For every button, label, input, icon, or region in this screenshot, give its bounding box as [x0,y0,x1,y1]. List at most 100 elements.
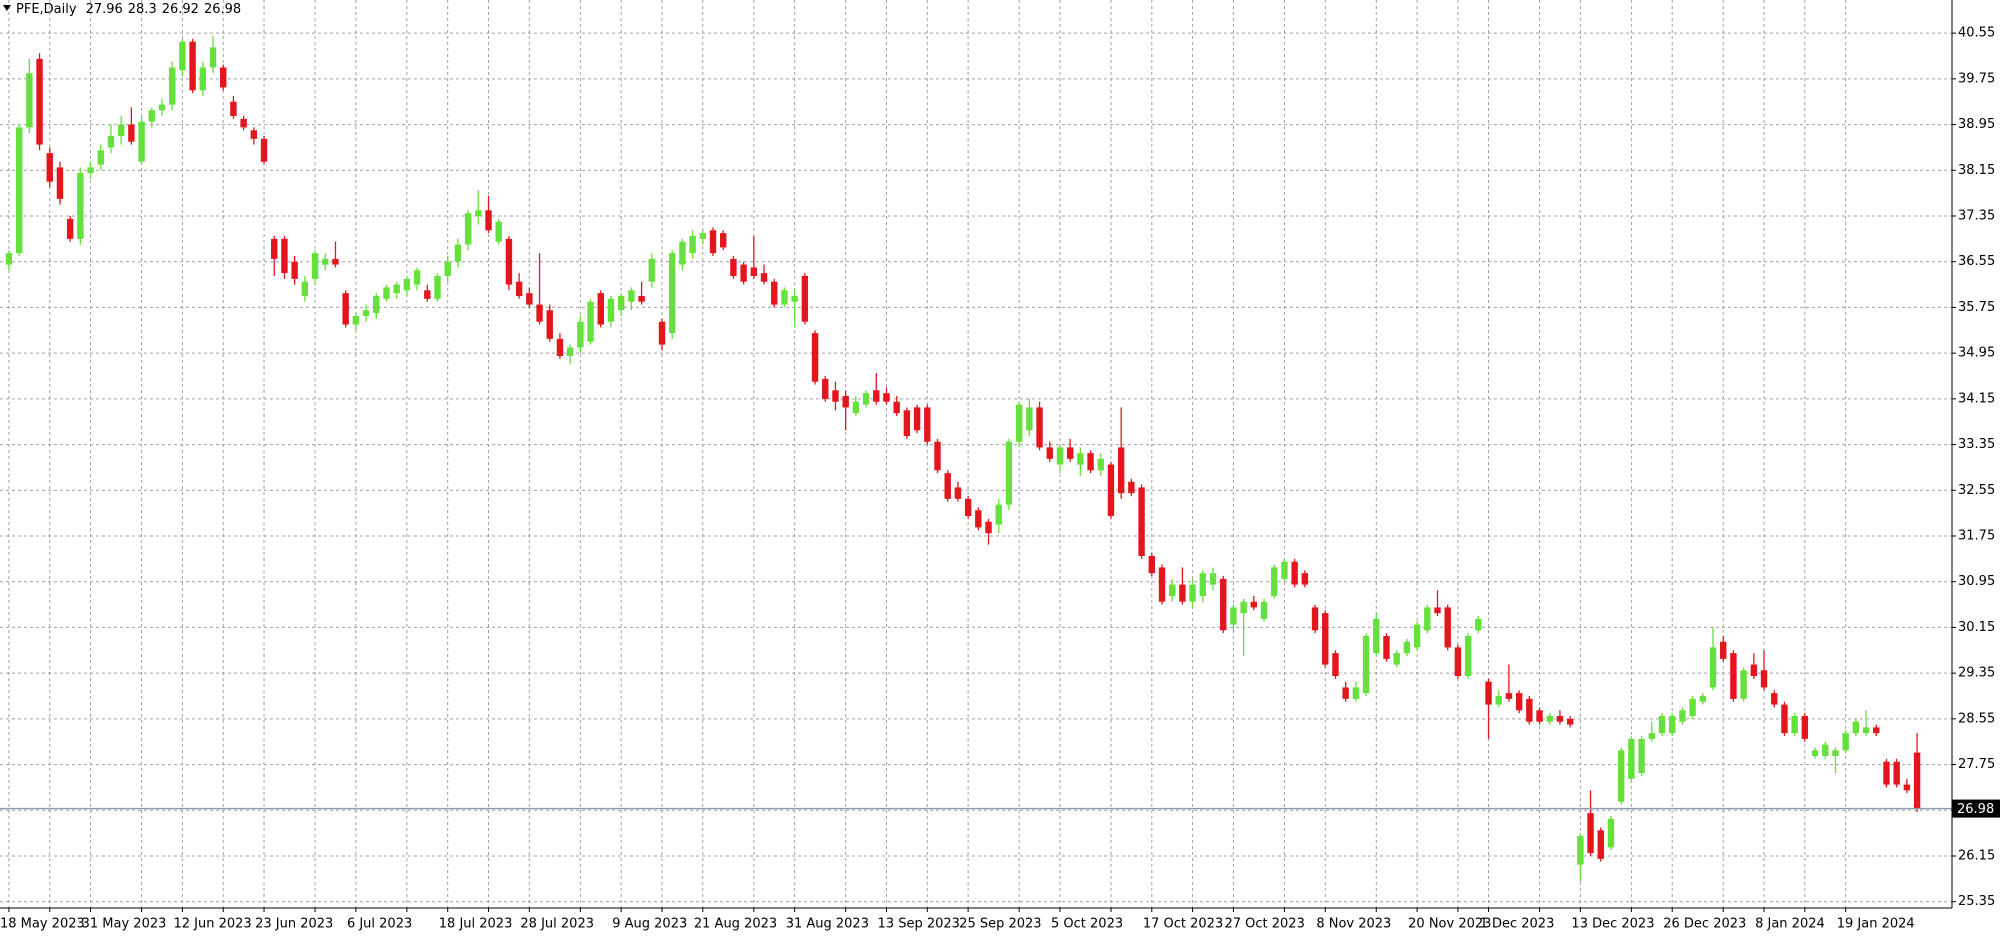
candle-body [617,296,625,311]
candle-body [944,473,951,499]
candle-body [1199,573,1207,596]
x-tick-label: 26 Dec 2023 [1663,917,1746,932]
x-tick-label: 9 Aug 2023 [612,917,687,932]
candle-body [1883,761,1890,785]
candle-body [1536,710,1543,722]
candle-body [750,267,758,276]
candle-body [515,281,523,296]
candle-body [628,290,635,302]
candle-body [954,487,962,499]
header-value: 28.3 [128,2,157,17]
candle-body [26,73,33,128]
y-tick-label: 38.95 [1958,117,1995,132]
candle-body [536,304,543,322]
candle-body [271,238,278,259]
candle-body [1852,721,1860,734]
candle-body [1322,613,1329,665]
header-value: 27.96 [86,2,123,17]
candle-body [1750,664,1758,676]
candle-body [1668,716,1676,734]
candle-body [760,273,768,282]
candle-body [709,230,717,254]
candle-body [720,233,727,248]
candle-body [1740,670,1747,699]
candle-body [1607,818,1615,848]
x-tick-label: 20 Nov 2023 [1408,917,1491,932]
candle-body [1658,716,1666,734]
candle-body [577,321,584,348]
candle-body [485,210,492,231]
x-tick-label: 28 Jul 2023 [520,917,594,932]
x-tick-label: 5 Oct 2023 [1051,917,1123,932]
candle-body [781,290,788,305]
candle-body [1036,407,1043,448]
candle-body [1913,752,1921,809]
candle-body [964,498,972,516]
y-tick-label: 28.55 [1958,711,1995,726]
x-tick-label: 1 Dec 2023 [1480,917,1555,932]
candle-body [1873,727,1880,734]
candle-body [260,138,268,162]
candle-body [1271,567,1278,596]
candle-body [281,238,288,274]
header: PFE,Daily 27.96 28.3 26.92 26.98 [16,2,241,17]
candle-body [475,210,482,216]
candle-body [1281,561,1288,579]
candle-body [658,321,666,345]
candle-body [56,167,64,199]
candle-body [1046,447,1053,459]
x-tick-label: 18 May 2023 [0,917,85,932]
candle-body [1760,670,1768,688]
candle-body [1475,618,1482,631]
candle-body [1505,693,1513,699]
candle-body [97,150,104,165]
candle-body [1107,464,1115,516]
header-arrow [3,5,11,11]
candle-body [230,101,237,116]
candle-body [1250,601,1258,608]
candle-body [1015,404,1023,442]
x-tick-label: 23 Jun 2023 [255,917,333,932]
candle-body [607,298,615,322]
candle-body [1862,727,1870,734]
candle-body [1689,698,1696,716]
x-tick-label: 21 Aug 2023 [694,917,777,932]
candle-body [250,130,258,139]
x-tick-label: 17 Oct 2023 [1143,917,1223,932]
candle-body [1597,830,1604,859]
candle-body [1546,716,1553,722]
candle-body [148,110,155,122]
candle-body [638,296,645,302]
x-tick-label: 13 Sep 2023 [878,917,960,932]
candle-body [454,244,462,262]
candle-body [1240,601,1247,614]
candle-body [668,253,676,334]
candle-body [1138,487,1145,556]
candle-body [699,233,707,239]
candle-body [495,221,502,242]
candle-body [393,284,400,294]
candle-body [1638,738,1645,774]
candle-body [1087,453,1094,471]
y-tick-label: 40.55 [1958,26,1995,41]
candle-body [842,396,849,408]
candle-body [413,270,421,285]
candle-body [1352,687,1360,699]
x-tick-label: 18 Jul 2023 [439,917,513,932]
candle-body [1117,447,1125,494]
candle-body [924,407,931,442]
candle-body [46,153,53,182]
candle-body [342,293,349,325]
candle-body [1709,647,1717,688]
candle-body [1342,687,1349,699]
candle-body [1485,681,1492,705]
candle-body [566,347,574,356]
y-tick-label: 27.75 [1958,757,1995,772]
candle-body [679,241,686,265]
candles [0,36,1952,882]
candle-body [1699,696,1707,702]
candle-body [771,281,778,305]
x-tick-label: 25 Sep 2023 [959,917,1041,932]
candle-body [362,310,370,316]
